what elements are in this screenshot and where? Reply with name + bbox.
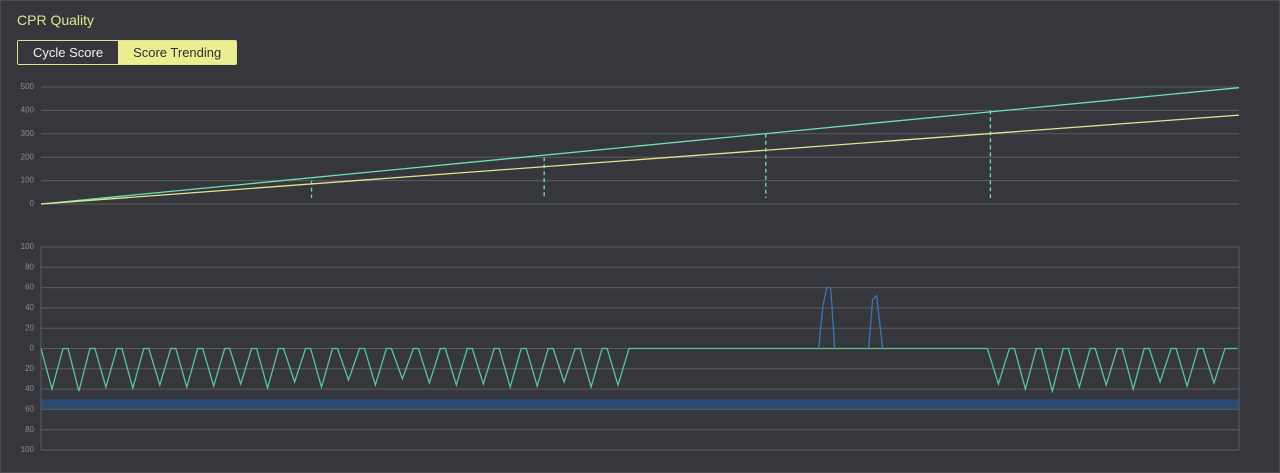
series-line (40, 347, 1237, 394)
y-tick-label: 200 (21, 152, 35, 161)
y-tick-label: 100 (21, 176, 35, 185)
series-line (40, 114, 1240, 205)
tab[interactable]: Score Trending (118, 41, 237, 64)
y-tick-label: 100 (21, 242, 35, 251)
series-line (818, 286, 884, 349)
y-tick-label: 500 (21, 82, 35, 91)
y-tick-label: 80 (25, 262, 34, 271)
panel-title: CPR Quality (17, 12, 95, 28)
y-tick-label: 0 (30, 344, 35, 353)
y-tick-label: 20 (25, 323, 34, 332)
tab[interactable]: Cycle Score (18, 41, 119, 64)
y-tick-label: 40 (25, 384, 34, 393)
y-tick-label: 60 (25, 405, 34, 414)
y-tick-label: 400 (21, 106, 35, 115)
y-tick-label: 100 (21, 445, 35, 454)
target-band (41, 399, 1239, 410)
y-tick-label: 40 (25, 303, 34, 312)
y-tick-label: 300 (21, 129, 35, 138)
tab-group: Cycle Score Score Trending (17, 40, 238, 65)
series-line (40, 87, 1240, 205)
y-tick-label: 60 (25, 283, 34, 292)
y-tick-label: 80 (25, 425, 34, 434)
y-tick-label: 20 (25, 364, 34, 373)
y-tick-label: 0 (30, 199, 35, 208)
